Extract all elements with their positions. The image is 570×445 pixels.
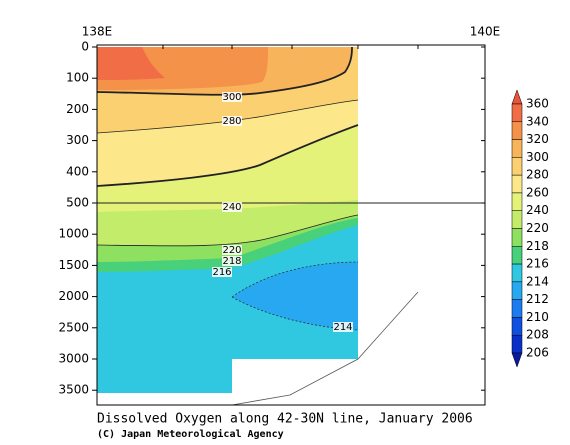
bathymetry [231, 291, 419, 406]
contour-line [96, 124, 359, 187]
contour-label-bg [222, 256, 242, 266]
y-tick-label: 300 [66, 133, 89, 147]
contour-label-bg [222, 245, 242, 255]
colorbar-band [511, 174, 523, 194]
colorbar-cap [511, 352, 523, 368]
contour-fills [97, 47, 358, 393]
colorbar-band [511, 121, 523, 140]
colorbar-label: 206 [526, 346, 549, 360]
colorbar-band [511, 210, 523, 229]
contour-label: 280 [222, 116, 241, 127]
contour-label: 216 [212, 267, 231, 278]
contour-label: 218 [222, 256, 241, 267]
colorbar-band [511, 228, 523, 247]
y-tick-label: 400 [66, 164, 89, 178]
y-tick-label: 100 [66, 71, 89, 85]
contour-label-bg [222, 116, 242, 126]
credit: (C) Japan Meteorological Agency [97, 428, 284, 440]
colorbar-label: 220 [526, 221, 549, 235]
colorbar-label: 260 [526, 185, 549, 199]
colorbar-band [511, 157, 523, 176]
x-tick-label: 140E [470, 25, 501, 39]
y-tick-label: 0 [81, 40, 89, 54]
y-tick-label: 2500 [58, 320, 89, 334]
colorbar-band [511, 334, 523, 354]
contour-line [231, 261, 359, 331]
colorbar-band [511, 317, 523, 336]
y-tick-label: 500 [66, 196, 89, 210]
contour-line [96, 46, 353, 96]
colorbar-band [511, 192, 523, 211]
y-tick-label: 200 [66, 102, 89, 116]
colorbar-band [511, 299, 523, 318]
colorbar-band [511, 263, 523, 283]
contour-line [96, 99, 359, 134]
y-tick-label: 2000 [58, 289, 89, 303]
contour-line [96, 214, 359, 247]
colorbar-label: 212 [526, 292, 549, 306]
y-tick-label: 1000 [58, 227, 89, 241]
colorbar-band [511, 103, 523, 123]
colorbar-band [511, 246, 523, 265]
colorbar-label: 300 [526, 150, 549, 164]
colorbar-label: 210 [526, 310, 549, 324]
contour-label: 240 [222, 202, 241, 213]
colorbar-label: 360 [526, 97, 549, 111]
contour-label: 214 [333, 322, 352, 333]
plot-frame [96, 44, 486, 406]
contour-label-bg [222, 92, 242, 102]
contour-label-bg [333, 322, 353, 332]
colorbar-cap [511, 89, 523, 105]
contour-band [97, 47, 165, 80]
x-tick-label: 138E [82, 25, 113, 39]
colorbar-label: 280 [526, 168, 549, 182]
y-tick-label: 3000 [58, 352, 89, 366]
chart-title: Dissolved Oxygen along 42-30N line, Janu… [97, 412, 473, 427]
contour-label: 220 [222, 245, 241, 256]
colorbar-label: 320 [526, 132, 549, 146]
colorbar-label: 214 [526, 274, 549, 288]
colorbar-label: 218 [526, 239, 549, 253]
contour-label-bg [212, 267, 232, 277]
colorbar-label: 340 [526, 114, 549, 128]
colorbar-label: 208 [526, 328, 549, 342]
y-tick-label: 3500 [58, 383, 89, 397]
colorbar-band [511, 139, 523, 158]
colorbar-label: 216 [526, 257, 549, 271]
contour-label: 300 [222, 92, 241, 103]
colorbar-label: 240 [526, 203, 549, 217]
colorbar-band [511, 281, 523, 300]
contour-band [232, 262, 358, 330]
y-tick-label: 1500 [58, 258, 89, 272]
contour-label-bg [222, 202, 242, 212]
